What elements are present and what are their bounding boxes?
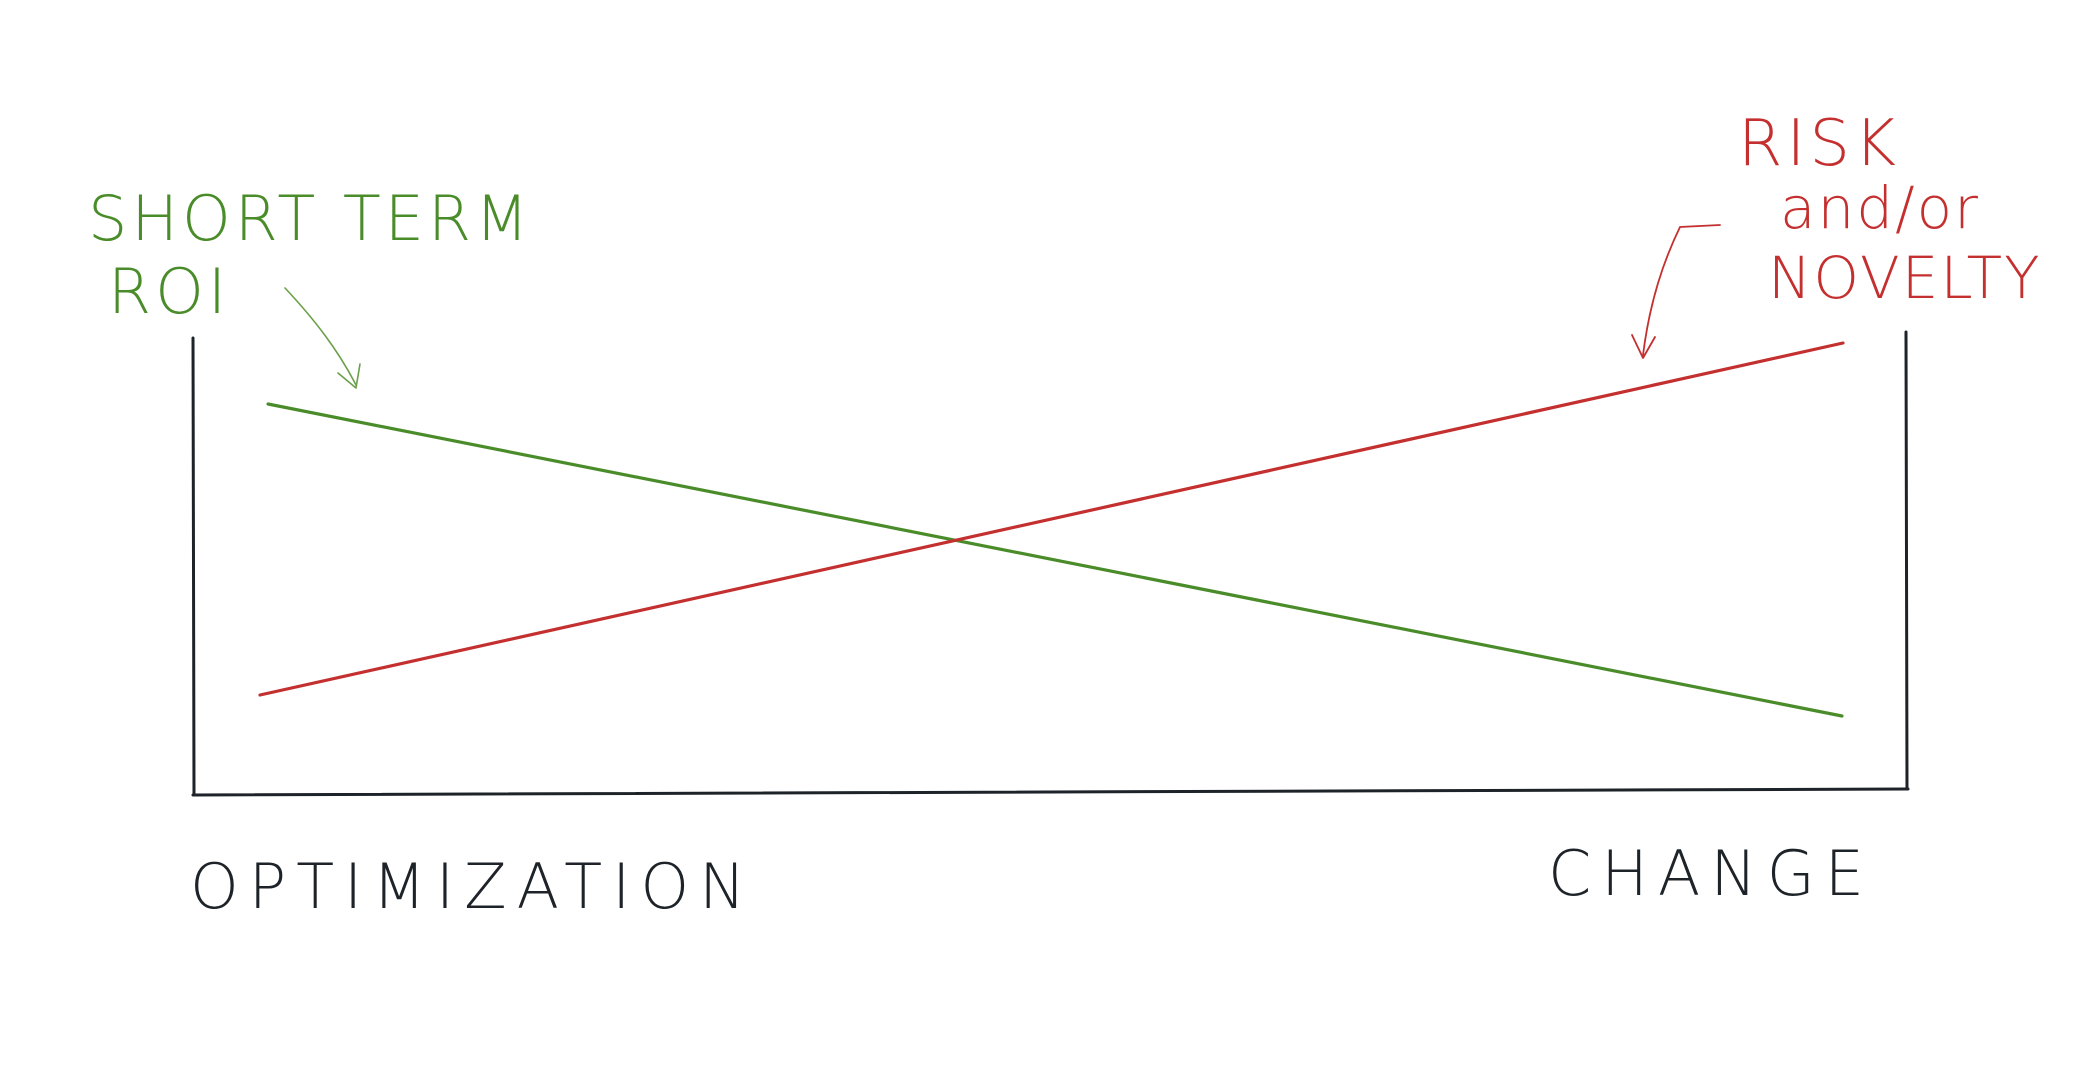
- risk-novelty-label-line-3: NOVELTY: [1768, 244, 2042, 312]
- left-axis: [191, 336, 196, 797]
- right-axis: [1904, 330, 1909, 791]
- axis-right-label: CHANGE: [1548, 837, 1874, 910]
- short-term-roi-line: [266, 402, 1844, 718]
- risk-novelty-arrow: [1631, 224, 1721, 359]
- risk-novelty-line: [258, 341, 1845, 697]
- axis-left-label: OPTIMIZATION: [190, 850, 756, 923]
- short-term-roi-arrow: [284, 287, 361, 389]
- short-term-roi-label-line-2: ROI: [108, 255, 230, 328]
- risk-novelty-label-line-2: and/or: [1780, 174, 1980, 242]
- short-term-roi-label-line-1: SHORT TERM: [88, 182, 533, 255]
- bottom-axis: [191, 787, 1910, 797]
- frame: [191, 330, 1910, 797]
- risk-novelty-label-line-1: RISK: [1738, 107, 1900, 181]
